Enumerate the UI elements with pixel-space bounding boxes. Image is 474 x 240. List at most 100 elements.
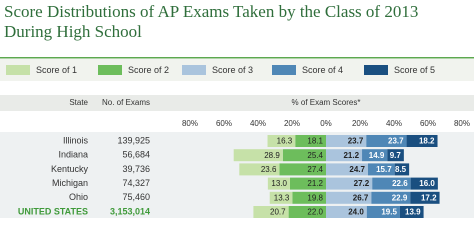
bar-segment bbox=[289, 177, 326, 190]
bar-segment bbox=[326, 135, 367, 147]
value-label: 23.6 bbox=[261, 165, 277, 174]
chart-title: Score Distributions of AP Exams Taken by… bbox=[4, 2, 419, 41]
value-label: 22.0 bbox=[307, 208, 323, 217]
x-tick-label: 40% bbox=[250, 119, 266, 128]
value-label: 17.2 bbox=[421, 193, 437, 202]
value-label: 13.3 bbox=[274, 193, 290, 202]
bar-segment bbox=[279, 163, 326, 176]
value-label: 22.9 bbox=[392, 193, 408, 202]
bar-segment bbox=[410, 191, 440, 204]
bar-segment bbox=[399, 206, 424, 218]
legend-swatch bbox=[98, 65, 122, 75]
chart: State No. of Exams % of Exam Scores* Sco… bbox=[0, 57, 474, 218]
column-header: No. of Exams bbox=[102, 98, 150, 107]
value-label: 15.7 bbox=[376, 165, 392, 174]
value-label: 24.7 bbox=[349, 165, 365, 174]
state-label: UNITED STATES bbox=[18, 206, 88, 216]
legend-swatch bbox=[182, 65, 206, 75]
value-label: 13.9 bbox=[405, 208, 421, 217]
legend-label: Score of 2 bbox=[128, 65, 169, 75]
bar-segment bbox=[326, 206, 367, 218]
bar-segment bbox=[282, 149, 326, 162]
value-label: 22.6 bbox=[392, 179, 408, 188]
bar-segment bbox=[366, 135, 407, 147]
value-label: 24.0 bbox=[348, 208, 364, 217]
x-tick-label: 40% bbox=[386, 119, 402, 128]
exams-count: 56,684 bbox=[122, 150, 150, 160]
bar-segment bbox=[253, 206, 289, 218]
legend-swatch bbox=[272, 65, 296, 75]
exams-count: 39,736 bbox=[122, 164, 150, 174]
value-label: 26.7 bbox=[353, 193, 369, 202]
value-label: 14.9 bbox=[369, 151, 385, 160]
value-label: 9.7 bbox=[390, 151, 402, 160]
value-label: 21.2 bbox=[307, 179, 323, 188]
x-axis-label: % of Exam Scores* bbox=[292, 98, 361, 107]
bar-segment bbox=[267, 135, 296, 147]
bar-segment bbox=[326, 163, 368, 176]
value-label: 16.3 bbox=[277, 137, 293, 146]
state-label: Indiana bbox=[58, 150, 88, 160]
bar-segment bbox=[387, 149, 404, 162]
bar-segment bbox=[394, 163, 410, 176]
legend-rule bbox=[0, 57, 474, 59]
value-label: 28.9 bbox=[264, 151, 280, 160]
bar-segment bbox=[366, 206, 400, 218]
bar-segment bbox=[267, 177, 290, 190]
bar-segment bbox=[233, 149, 283, 162]
legend-label: Score of 4 bbox=[302, 65, 343, 75]
value-label: 18.1 bbox=[307, 137, 323, 146]
value-label: 16.0 bbox=[419, 179, 435, 188]
value-label: 23.7 bbox=[388, 137, 404, 146]
bar-segment bbox=[326, 177, 373, 190]
value-label: 18.2 bbox=[419, 137, 435, 146]
x-tick-label: 80% bbox=[182, 119, 198, 128]
bar-segment bbox=[406, 135, 438, 147]
bar-segment bbox=[372, 177, 411, 190]
value-label: 25.4 bbox=[307, 151, 323, 160]
bar-segment bbox=[410, 177, 438, 190]
bar-segment bbox=[367, 163, 395, 176]
legend-swatch bbox=[6, 65, 30, 75]
page: State No. of Exams % of Exam Scores* Sco… bbox=[0, 2, 474, 218]
legend-band bbox=[0, 59, 474, 81]
x-tick-label: 60% bbox=[420, 119, 436, 128]
bar-segment bbox=[239, 163, 280, 176]
state-label: Kentucky bbox=[51, 164, 89, 174]
column-header: State bbox=[69, 98, 88, 107]
legend-label: Score of 1 bbox=[36, 65, 77, 75]
bar-segment bbox=[295, 135, 326, 147]
exams-count: 3,153,014 bbox=[110, 206, 150, 216]
x-tick-label: 20% bbox=[352, 119, 368, 128]
x-tick-label: 20% bbox=[284, 119, 300, 128]
legend-label: Score of 3 bbox=[212, 65, 253, 75]
state-label: Illinois bbox=[63, 135, 89, 145]
value-label: 19.5 bbox=[381, 208, 397, 217]
exams-count: 139,925 bbox=[117, 135, 150, 145]
x-tick-label: 60% bbox=[216, 119, 232, 128]
state-label: Michigan bbox=[52, 178, 88, 188]
state-label: Ohio bbox=[69, 192, 88, 202]
bar-segment bbox=[326, 191, 372, 204]
bar-segment bbox=[292, 191, 326, 204]
value-label: 19.8 bbox=[307, 193, 323, 202]
value-label: 20.7 bbox=[270, 208, 286, 217]
value-label: 21.2 bbox=[343, 151, 359, 160]
bar-segment bbox=[288, 206, 326, 218]
legend-swatch bbox=[364, 65, 388, 75]
value-label: 27.4 bbox=[307, 165, 323, 174]
bar-segment bbox=[371, 191, 411, 204]
bar-segment bbox=[326, 149, 363, 162]
value-label: 23.7 bbox=[348, 137, 364, 146]
value-label: 13.0 bbox=[271, 179, 287, 188]
legend-label: Score of 5 bbox=[394, 65, 435, 75]
bar-segment bbox=[362, 149, 388, 162]
value-label: 8.5 bbox=[395, 165, 407, 174]
exams-count: 75,460 bbox=[122, 192, 150, 202]
x-tick-label: 0% bbox=[320, 119, 332, 128]
bar-segment bbox=[269, 191, 293, 204]
exams-count: 74,327 bbox=[122, 178, 150, 188]
value-label: 27.2 bbox=[354, 179, 370, 188]
x-tick-label: 80% bbox=[454, 119, 470, 128]
header-band bbox=[0, 95, 474, 111]
